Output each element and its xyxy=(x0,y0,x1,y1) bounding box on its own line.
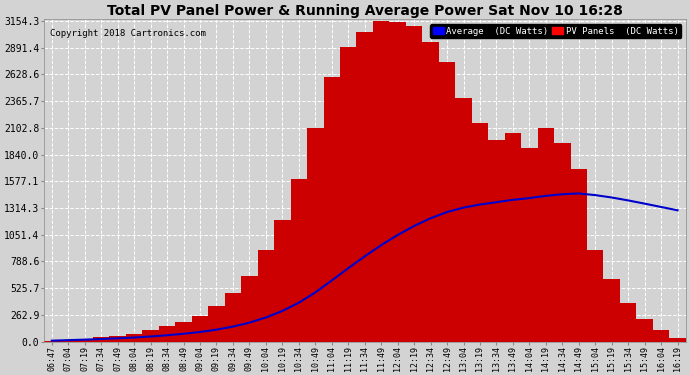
Bar xyxy=(538,128,554,342)
Bar xyxy=(77,339,93,342)
Bar xyxy=(489,140,504,342)
Bar xyxy=(653,330,669,342)
Bar xyxy=(373,21,389,342)
Bar xyxy=(225,293,241,342)
Bar xyxy=(620,303,636,342)
Bar xyxy=(406,27,422,342)
Bar xyxy=(110,336,126,342)
Legend: Average  (DC Watts), PV Panels  (DC Watts): Average (DC Watts), PV Panels (DC Watts) xyxy=(430,24,681,38)
Bar xyxy=(587,250,604,342)
Bar xyxy=(307,128,324,342)
Bar xyxy=(504,133,521,342)
Bar xyxy=(340,47,357,342)
Bar xyxy=(142,330,159,342)
Bar xyxy=(126,333,142,342)
Bar xyxy=(604,279,620,342)
Bar xyxy=(472,123,489,342)
Bar xyxy=(669,338,686,342)
Bar xyxy=(521,148,538,342)
Bar xyxy=(290,179,307,342)
Bar xyxy=(357,32,373,342)
Bar xyxy=(636,319,653,342)
Bar xyxy=(571,169,587,342)
Bar xyxy=(257,250,274,342)
Bar xyxy=(241,276,257,342)
Bar xyxy=(159,326,175,342)
Text: Copyright 2018 Cartronics.com: Copyright 2018 Cartronics.com xyxy=(50,29,206,38)
Bar xyxy=(439,62,455,342)
Bar xyxy=(324,77,340,342)
Bar xyxy=(389,22,406,342)
Bar xyxy=(274,220,290,342)
Bar xyxy=(422,42,439,342)
Bar xyxy=(93,337,110,342)
Title: Total PV Panel Power & Running Average Power Sat Nov 10 16:28: Total PV Panel Power & Running Average P… xyxy=(107,4,622,18)
Bar xyxy=(455,98,472,342)
Bar xyxy=(208,306,225,342)
Bar xyxy=(43,340,60,342)
Bar xyxy=(192,316,208,342)
Bar xyxy=(60,340,77,342)
Bar xyxy=(554,143,571,342)
Bar xyxy=(175,322,192,342)
